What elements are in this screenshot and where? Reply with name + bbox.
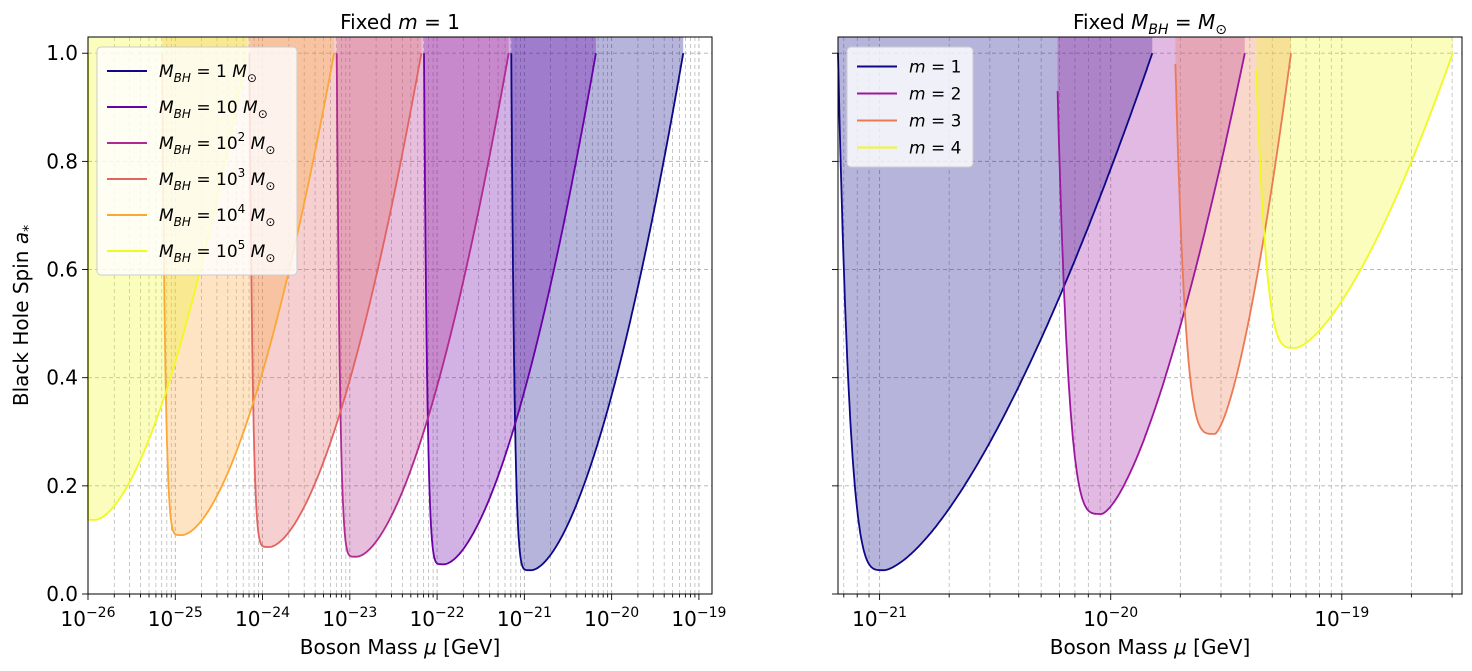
x-tick-label: 10−19 <box>1314 605 1369 631</box>
right-chart-title: Fixed MBH = M⊙ <box>1073 10 1227 38</box>
legend-label: MBH = 1 M⊙ <box>159 62 257 85</box>
x-tick-label: 10−24 <box>235 605 290 631</box>
area-fill <box>336 37 509 557</box>
y-tick-label: 0.4 <box>46 366 78 390</box>
right-fills <box>838 37 1453 571</box>
x-tick-label: 10−20 <box>1083 605 1138 631</box>
legend-label: MBH = 104 M⊙ <box>159 202 275 229</box>
x-tick-label: 10−21 <box>852 605 907 631</box>
area-fill <box>1175 37 1291 434</box>
legend-label: MBH = 103 M⊙ <box>159 166 275 193</box>
x-tick-label: 10−19 <box>671 605 726 631</box>
left-x-axis-label: Boson Mass μ [GeV] <box>300 635 501 659</box>
y-tick-label: 0.6 <box>46 258 78 282</box>
area-fill <box>424 37 596 565</box>
y-axis-label: Black Hole Spin a* <box>9 225 37 406</box>
right-ticks: 10−21 10−20 10−19 <box>832 52 1453 631</box>
series-line <box>248 53 423 548</box>
x-tick-label: 10−23 <box>322 605 377 631</box>
x-tick-label: 10−21 <box>497 605 552 631</box>
x-tick-label: 10−26 <box>61 605 116 631</box>
series-line <box>837 52 1154 572</box>
series-line <box>1056 53 1246 515</box>
series-line <box>1174 53 1292 435</box>
legend-label: MBH = 10 M⊙ <box>159 98 268 121</box>
x-tick-label: 10−25 <box>148 605 203 631</box>
y-tick-label: 0.8 <box>46 149 78 173</box>
left-chart-title: Fixed m = 1 <box>340 10 460 34</box>
series-line <box>423 53 597 566</box>
series-line <box>510 53 685 572</box>
right-lines <box>837 52 1454 572</box>
x-tick-label: 10−22 <box>410 605 465 631</box>
left-chart-panel: 10−26 10−25 10−24 10−23 10−22 10−21 10−20 10−19… <box>9 10 726 659</box>
area-fill <box>511 37 684 571</box>
legend-label: m = 1 <box>909 58 961 78</box>
left-ticks: 10−26 10−25 10−24 10−23 10−22 10−21 10−20 10−19… <box>46 41 726 631</box>
legend-label: m = 4 <box>909 139 961 159</box>
legend-label: m = 3 <box>909 112 961 132</box>
legend-box <box>96 46 298 276</box>
area-fill <box>838 37 1153 571</box>
left-lines <box>87 53 685 572</box>
x-tick-label: 10−20 <box>584 605 639 631</box>
legend-label: MBH = 102 M⊙ <box>159 130 275 157</box>
y-tick-label: 0.0 <box>46 582 78 606</box>
legend-label: MBH = 105 M⊙ <box>159 238 275 265</box>
area-fill <box>1256 37 1453 348</box>
area-fill <box>1057 37 1245 514</box>
legend-label: m = 2 <box>909 85 961 105</box>
right-legend: m = 1 m = 2 m = 3 m = 4 <box>846 46 974 168</box>
right-x-axis-label: Boson Mass μ [GeV] <box>1050 635 1251 659</box>
series-line <box>1255 52 1454 349</box>
legend-box <box>846 46 974 168</box>
y-tick-label: 0.2 <box>46 474 78 498</box>
series-line <box>335 53 510 558</box>
left-legend: MBH = 1 M⊙ MBH = 10 M⊙ MBH = 102 M⊙ MBH = 1… <box>96 46 298 276</box>
right-axes-frame <box>837 36 1463 595</box>
left-axes-frame <box>87 36 713 595</box>
y-tick-label: 1.0 <box>46 41 78 65</box>
right-chart-panel: 10−21 10−20 10−19 Fixed MBH = M⊙ Boson Mas… <box>832 10 1463 659</box>
